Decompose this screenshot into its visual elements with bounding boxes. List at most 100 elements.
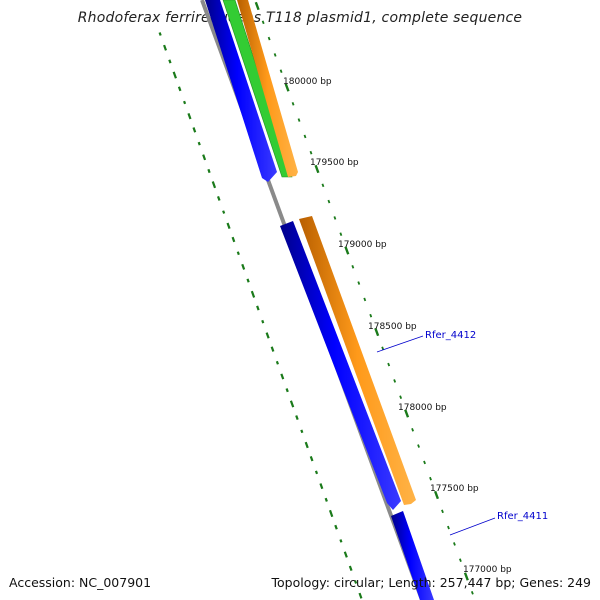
minor-tick xyxy=(351,264,355,269)
minor-tick xyxy=(363,297,367,302)
minor-tick xyxy=(470,590,474,595)
track-dot xyxy=(343,551,348,558)
major-tick xyxy=(404,409,410,418)
track-dot xyxy=(207,168,211,174)
track-dot xyxy=(348,565,353,572)
track-dot xyxy=(314,470,319,475)
tick-label-177500: 177500 bp xyxy=(430,484,479,494)
gene-orange-upper xyxy=(237,0,298,177)
gene-label-rfer-4412[interactable]: Rfer_4412 xyxy=(376,330,476,353)
track-dot xyxy=(358,592,363,599)
major-tick xyxy=(284,83,290,92)
gene-blue-lower xyxy=(391,511,434,600)
track-dot xyxy=(168,59,172,64)
track-dot xyxy=(177,86,182,92)
minor-tick xyxy=(303,134,307,139)
major-tick xyxy=(314,164,320,174)
track-dot xyxy=(309,455,314,462)
minor-tick xyxy=(261,20,265,25)
tick-label-178500: 178500 bp xyxy=(368,322,417,332)
minor-tick xyxy=(393,379,397,383)
track-dot xyxy=(300,429,304,434)
track-dot xyxy=(172,71,177,79)
minor-tick xyxy=(357,281,361,285)
gene-label-leader-line xyxy=(449,517,496,536)
minor-tick xyxy=(453,542,456,546)
minor-tick xyxy=(309,150,313,155)
gene-label-leader-line xyxy=(376,335,424,353)
track-dot xyxy=(236,251,240,256)
minor-tick xyxy=(387,362,391,367)
tick-label-178000: 178000 bp xyxy=(398,403,447,413)
gene-blue-middle xyxy=(280,221,401,510)
track-dot xyxy=(354,580,358,584)
track-dot xyxy=(158,32,162,36)
minor-tick xyxy=(429,476,432,481)
track-dot xyxy=(211,181,217,189)
minor-tick xyxy=(291,101,295,106)
track-dot xyxy=(319,483,324,490)
track-dot xyxy=(222,210,226,214)
minor-tick xyxy=(441,509,444,514)
track-dot xyxy=(187,113,192,120)
gene-label-text[interactable]: Rfer_4412 xyxy=(425,330,476,341)
minor-tick xyxy=(267,36,271,41)
track-dot xyxy=(256,305,260,311)
track-dot xyxy=(275,360,279,365)
track-dot xyxy=(289,400,295,408)
gene-blue-upper xyxy=(205,0,277,182)
track-dot xyxy=(192,127,197,133)
minor-tick xyxy=(339,232,343,237)
track-dot xyxy=(265,332,270,339)
minor-tick xyxy=(399,395,403,400)
minor-tick xyxy=(321,183,325,188)
minor-tick xyxy=(369,313,373,318)
minor-tick xyxy=(417,444,420,448)
track-dot xyxy=(241,263,246,270)
track-dot xyxy=(270,346,275,352)
outer-ruler-ticks xyxy=(254,1,474,595)
track-dot xyxy=(226,222,231,229)
tick-label-179000: 179000 bp xyxy=(338,240,387,250)
minor-tick xyxy=(333,216,337,220)
track-dot xyxy=(334,524,338,530)
tick-label-177000: 177000 bp xyxy=(463,565,512,575)
track-dot xyxy=(324,497,328,502)
gene-green-upper xyxy=(222,0,293,178)
track-dot xyxy=(285,388,289,393)
minor-tick xyxy=(381,346,385,351)
major-tick xyxy=(254,1,260,11)
minor-tick xyxy=(327,199,331,204)
tick-label-179500: 179500 bp xyxy=(310,158,359,168)
track-dot xyxy=(231,236,236,243)
minor-tick xyxy=(411,427,414,432)
map-title: Rhodoferax ferrireducens T118 plasmid1, … xyxy=(77,10,523,26)
track-dot xyxy=(295,415,299,421)
major-tick xyxy=(463,572,469,581)
inner-dotted-track xyxy=(158,32,363,599)
ruler-labels: 180000 bp 179500 bp 179000 bp 178500 bp … xyxy=(283,77,512,575)
track-dot xyxy=(304,441,309,449)
major-tick xyxy=(344,246,350,255)
topology-summary-text: Topology: circular; Length: 257,447 bp; … xyxy=(271,575,592,590)
major-tick xyxy=(433,490,440,500)
minor-tick xyxy=(459,558,462,563)
minor-tick xyxy=(279,69,283,74)
track-dot xyxy=(328,509,334,518)
gene-label-text[interactable]: Rfer_4411 xyxy=(497,511,548,522)
track-dot xyxy=(250,290,256,298)
minor-tick xyxy=(273,53,277,57)
track-dot xyxy=(197,141,201,146)
track-dot xyxy=(339,539,343,543)
gene-label-rfer-4411[interactable]: Rfer_4411 xyxy=(449,511,548,536)
track-dot xyxy=(216,195,221,201)
track-dot xyxy=(261,319,265,324)
gene-orange-middle xyxy=(299,216,416,505)
track-dot xyxy=(183,100,187,105)
tick-label-180000: 180000 bp xyxy=(283,77,332,87)
minor-tick xyxy=(423,460,426,465)
major-tick xyxy=(374,327,380,337)
accession-text: Accession: NC_007901 xyxy=(9,575,152,590)
